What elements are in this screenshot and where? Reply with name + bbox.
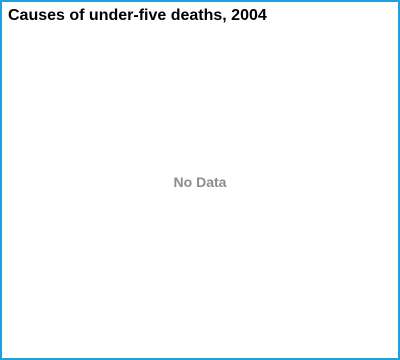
chart-title: Causes of under-five deaths, 2004 <box>8 7 267 24</box>
no-data-message: No Data <box>173 174 227 190</box>
